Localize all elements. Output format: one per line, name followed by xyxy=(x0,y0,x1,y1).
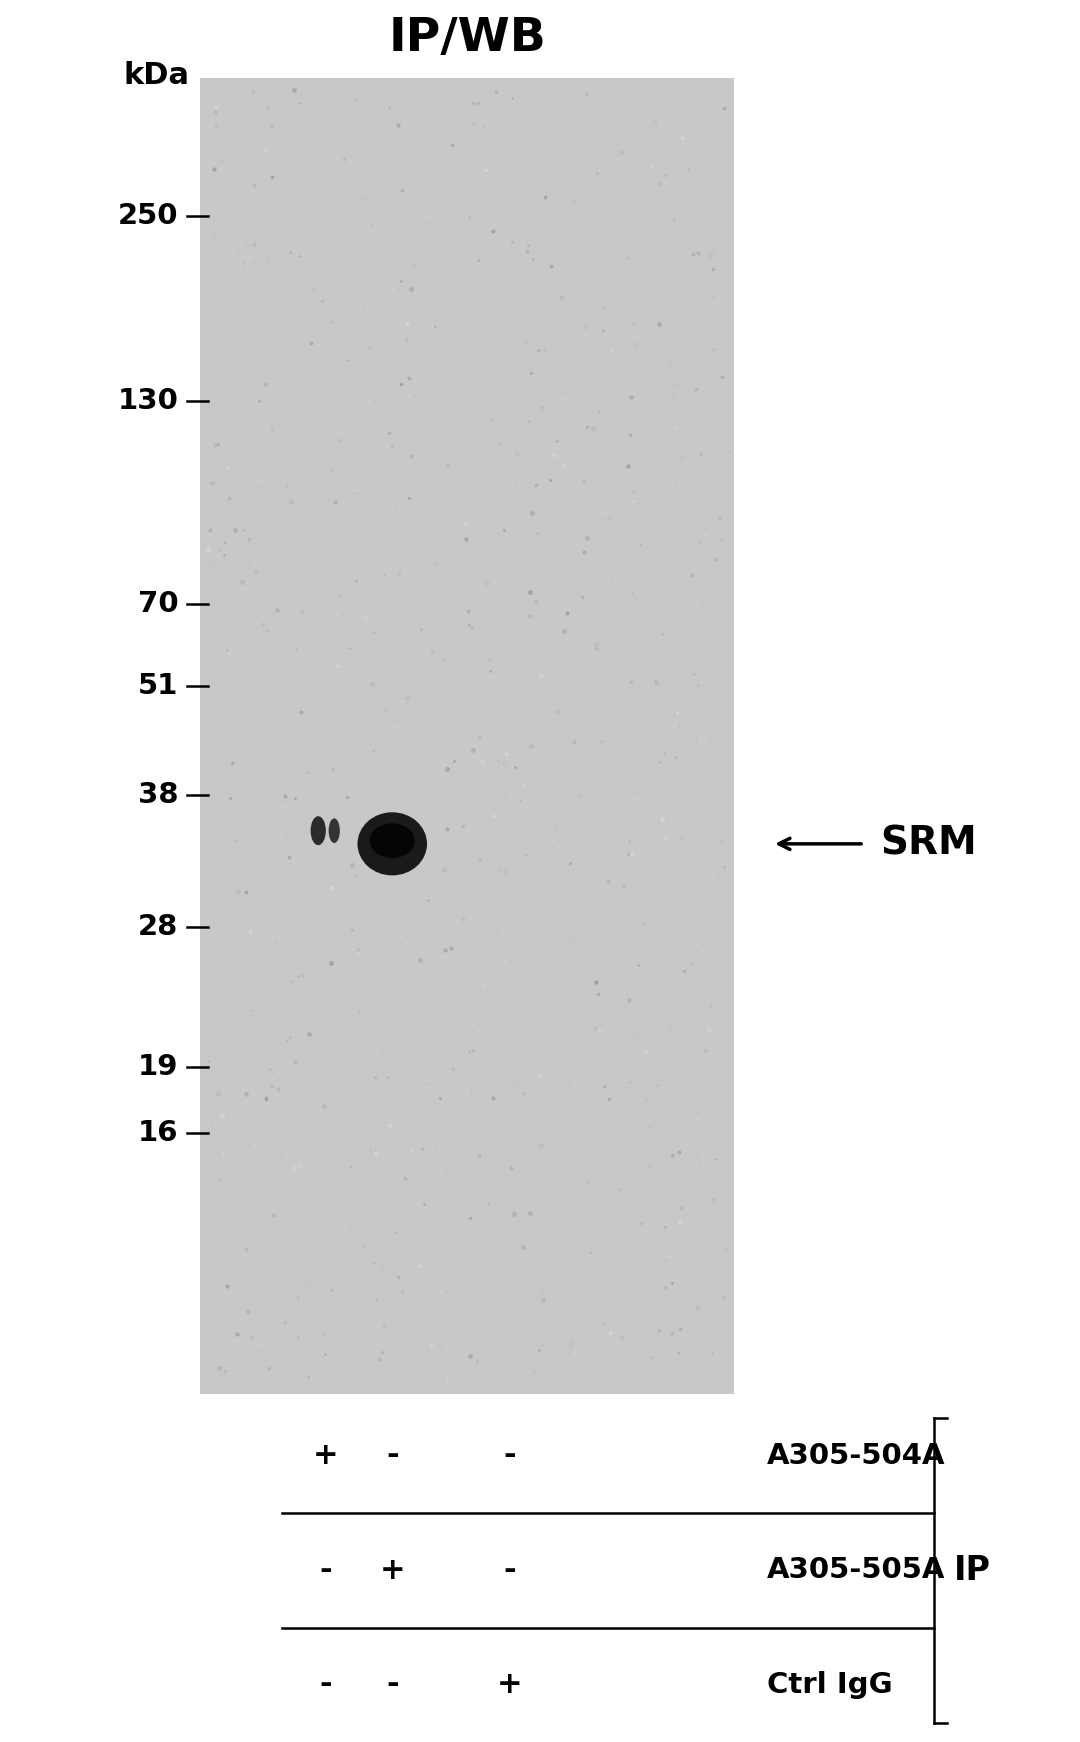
Text: kDa: kDa xyxy=(123,61,189,91)
Text: 250: 250 xyxy=(118,202,178,230)
Text: A305-505A: A305-505A xyxy=(767,1556,945,1585)
Ellipse shape xyxy=(311,817,326,845)
Text: -: - xyxy=(386,1671,399,1700)
Text: -: - xyxy=(386,1441,399,1470)
Text: IP/WB: IP/WB xyxy=(388,16,546,61)
Text: 38: 38 xyxy=(138,780,178,810)
Text: A305-504A: A305-504A xyxy=(767,1442,945,1470)
Ellipse shape xyxy=(369,824,415,859)
Text: Ctrl IgG: Ctrl IgG xyxy=(767,1671,892,1698)
Text: -: - xyxy=(319,1671,332,1700)
Text: 16: 16 xyxy=(138,1118,178,1148)
Text: +: + xyxy=(312,1441,338,1470)
Ellipse shape xyxy=(328,819,340,843)
Text: +: + xyxy=(379,1556,405,1585)
Bar xyxy=(200,78,734,1394)
Text: IP: IP xyxy=(954,1554,990,1587)
Text: +: + xyxy=(497,1671,523,1700)
Text: -: - xyxy=(319,1556,332,1585)
Text: 130: 130 xyxy=(118,387,178,415)
Text: 19: 19 xyxy=(138,1054,178,1082)
Text: 70: 70 xyxy=(137,591,178,618)
Text: SRM: SRM xyxy=(880,826,977,862)
Text: -: - xyxy=(503,1441,516,1470)
Text: -: - xyxy=(503,1556,516,1585)
Text: 51: 51 xyxy=(138,672,178,700)
Ellipse shape xyxy=(357,812,427,876)
Text: 28: 28 xyxy=(138,913,178,941)
